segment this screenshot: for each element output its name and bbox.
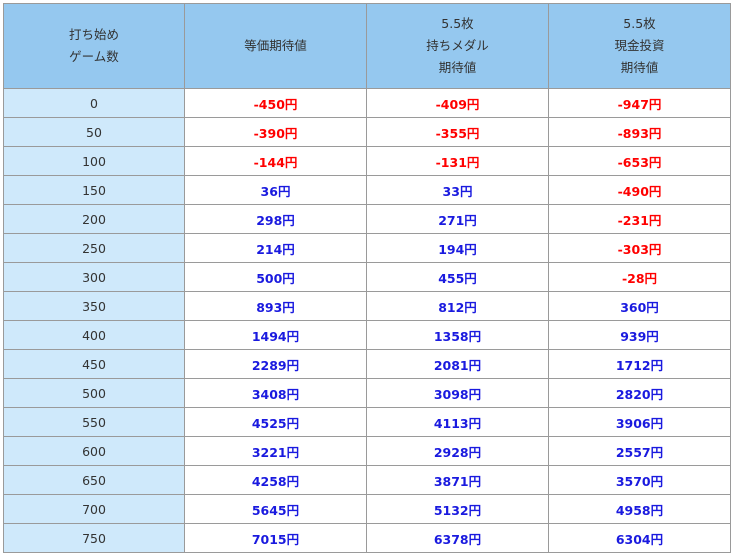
cash-value-cell: -231円 <box>548 204 731 234</box>
table-row: 400 1494円 1358円 939円 <box>3 320 731 350</box>
header-line: 5.5枚 <box>441 16 474 31</box>
games-cell: 100 <box>3 146 185 176</box>
equal-value-cell: 5645円 <box>184 494 367 524</box>
cash-value-cell: 939円 <box>548 320 731 350</box>
equal-value-cell: 4258円 <box>184 465 367 495</box>
table-row: 350 893円 812円 360円 <box>3 291 731 321</box>
cash-value-cell: -490円 <box>548 175 731 205</box>
cash-value-cell: -947円 <box>548 88 731 118</box>
cash-value-cell: 6304円 <box>548 523 731 553</box>
header-line: 期待値 <box>438 60 477 75</box>
equal-value-cell: 500円 <box>184 262 367 292</box>
equal-value-cell: 36円 <box>184 175 367 205</box>
medal-value-cell: 4113円 <box>366 407 549 437</box>
medal-value-cell: 5132円 <box>366 494 549 524</box>
table-row: 200 298円 271円 -231円 <box>3 204 731 234</box>
medal-value-cell: -131円 <box>366 146 549 176</box>
cash-value-cell: 3906円 <box>548 407 731 437</box>
games-cell: 150 <box>3 175 185 205</box>
equal-value-cell: 7015円 <box>184 523 367 553</box>
table-row: 150 36円 33円 -490円 <box>3 175 731 205</box>
table-row: 0 -450円 -409円 -947円 <box>3 88 731 118</box>
header-line: 持ちメダル <box>426 38 489 53</box>
cash-value-cell: 2820円 <box>548 378 731 408</box>
header-start-games: 打ち始め ゲーム数 <box>3 3 185 89</box>
medal-value-cell: 271円 <box>366 204 549 234</box>
games-cell: 350 <box>3 291 185 321</box>
games-cell: 750 <box>3 523 185 553</box>
equal-value-cell: -450円 <box>184 88 367 118</box>
cash-value-cell: -653円 <box>548 146 731 176</box>
equal-value-cell: 2289円 <box>184 349 367 379</box>
table-row: 700 5645円 5132円 4958円 <box>3 494 731 524</box>
header-line: 現金投資 <box>614 38 665 53</box>
games-cell: 250 <box>3 233 185 263</box>
header-line: ゲーム数 <box>69 49 119 64</box>
medal-value-cell: 3098円 <box>366 378 549 408</box>
games-cell: 600 <box>3 436 185 466</box>
medal-value-cell: -355円 <box>366 117 549 147</box>
table-row: 600 3221円 2928円 2557円 <box>3 436 731 466</box>
cash-value-cell: 360円 <box>548 291 731 321</box>
header-row: 打ち始め ゲーム数 等価期待値 5.5枚 持ちメダル 期待値 5.5枚 現金投資… <box>3 3 731 89</box>
expected-value-table: 打ち始め ゲーム数 等価期待値 5.5枚 持ちメダル 期待値 5.5枚 現金投資… <box>3 3 731 553</box>
cash-value-cell: 3570円 <box>548 465 731 495</box>
table-row: 550 4525円 4113円 3906円 <box>3 407 731 437</box>
games-cell: 0 <box>3 88 185 118</box>
table-row: 450 2289円 2081円 1712円 <box>3 349 731 379</box>
equal-value-cell: -390円 <box>184 117 367 147</box>
table-row: 100 -144円 -131円 -653円 <box>3 146 731 176</box>
header-equal-value: 等価期待値 <box>184 3 367 89</box>
header-line: 等価期待値 <box>244 38 307 53</box>
medal-value-cell: 2081円 <box>366 349 549 379</box>
equal-value-cell: 1494円 <box>184 320 367 350</box>
medal-value-cell: -409円 <box>366 88 549 118</box>
medal-value-cell: 812円 <box>366 291 549 321</box>
header-line: 打ち始め <box>68 27 119 42</box>
table-row: 750 7015円 6378円 6304円 <box>3 523 731 553</box>
cash-value-cell: -893円 <box>548 117 731 147</box>
table-row: 250 214円 194円 -303円 <box>3 233 731 263</box>
games-cell: 550 <box>3 407 185 437</box>
header-medal-value: 5.5枚 持ちメダル 期待値 <box>366 3 549 89</box>
table-row: 300 500円 455円 -28円 <box>3 262 731 292</box>
games-cell: 200 <box>3 204 185 234</box>
equal-value-cell: 4525円 <box>184 407 367 437</box>
medal-value-cell: 455円 <box>366 262 549 292</box>
games-cell: 500 <box>3 378 185 408</box>
medal-value-cell: 3871円 <box>366 465 549 495</box>
cash-value-cell: -303円 <box>548 233 731 263</box>
games-cell: 650 <box>3 465 185 495</box>
equal-value-cell: -144円 <box>184 146 367 176</box>
equal-value-cell: 3408円 <box>184 378 367 408</box>
table-row: 50 -390円 -355円 -893円 <box>3 117 731 147</box>
header-cash-value: 5.5枚 現金投資 期待値 <box>548 3 731 89</box>
games-cell: 300 <box>3 262 185 292</box>
medal-value-cell: 6378円 <box>366 523 549 553</box>
header-line: 期待値 <box>620 60 659 75</box>
medal-value-cell: 194円 <box>366 233 549 263</box>
games-cell: 50 <box>3 117 185 147</box>
games-cell: 450 <box>3 349 185 379</box>
equal-value-cell: 3221円 <box>184 436 367 466</box>
equal-value-cell: 893円 <box>184 291 367 321</box>
cash-value-cell: 2557円 <box>548 436 731 466</box>
cash-value-cell: 4958円 <box>548 494 731 524</box>
games-cell: 400 <box>3 320 185 350</box>
medal-value-cell: 2928円 <box>366 436 549 466</box>
equal-value-cell: 298円 <box>184 204 367 234</box>
medal-value-cell: 33円 <box>366 175 549 205</box>
cash-value-cell: 1712円 <box>548 349 731 379</box>
table-row: 500 3408円 3098円 2820円 <box>3 378 731 408</box>
games-cell: 700 <box>3 494 185 524</box>
table-row: 650 4258円 3871円 3570円 <box>3 465 731 495</box>
cash-value-cell: -28円 <box>548 262 731 292</box>
header-line: 5.5枚 <box>623 16 656 31</box>
equal-value-cell: 214円 <box>184 233 367 263</box>
medal-value-cell: 1358円 <box>366 320 549 350</box>
